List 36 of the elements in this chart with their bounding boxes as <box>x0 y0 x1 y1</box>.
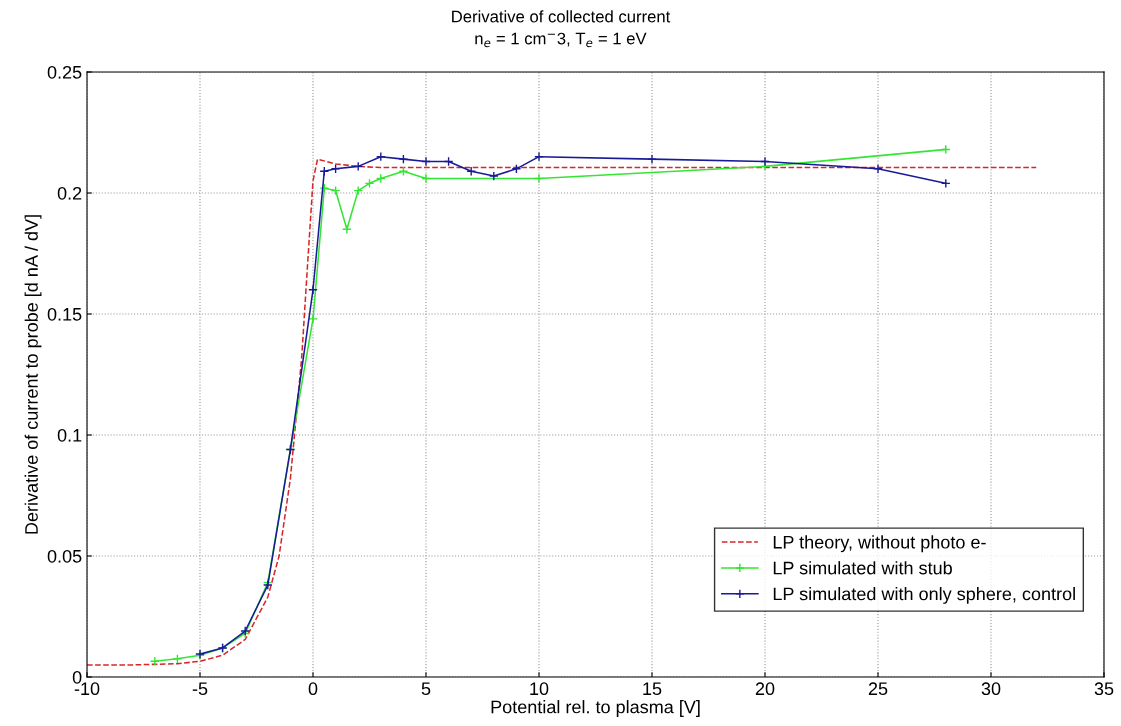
x-tick-label: 25 <box>868 682 888 696</box>
y-tick-label: 0.1 <box>57 428 82 442</box>
legend-label: LP simulated with only sphere, control <box>773 587 1075 604</box>
legend-label: LP simulated with stub <box>773 561 952 575</box>
chart-subtitle: n$_{e}$ = 1 cm$^{−}$3, T$_{e}$ = 1 eV <box>475 32 647 48</box>
x-axis-title: Potential rel. to plasma [V] <box>491 700 700 717</box>
y-axis-title: Derivative of current to probe [d nA / dV] <box>24 215 42 534</box>
y-tick-label: 0 <box>72 670 82 684</box>
y-tick-label: 0.2 <box>57 186 82 200</box>
chart-title: Derivative of collected current <box>452 10 671 23</box>
x-tick-label: 5 <box>421 682 431 696</box>
point <box>342 224 352 235</box>
point <box>873 163 883 174</box>
point <box>421 173 431 184</box>
point <box>308 284 318 295</box>
x-tick-label: 20 <box>755 682 775 696</box>
x-tick-label: -10 <box>74 682 100 696</box>
point <box>421 156 431 167</box>
point <box>488 171 499 181</box>
x-tick-label: 35 <box>1094 682 1114 696</box>
x-tick-label: -5 <box>192 682 208 696</box>
y-tick-label: 0.05 <box>47 549 82 563</box>
legend-label: LP theory, without photo e- <box>773 535 986 553</box>
point <box>760 156 770 167</box>
y-tick-label: 0.25 <box>47 65 82 79</box>
x-tick-label: 30 <box>981 682 1001 696</box>
y-tick-label: 0.15 <box>47 307 82 321</box>
point <box>534 151 544 162</box>
x-tick-label: 15 <box>643 682 662 696</box>
point <box>172 653 183 664</box>
point <box>398 154 409 164</box>
x-tick-label: 0 <box>308 682 318 696</box>
point <box>647 154 657 164</box>
x-tick-label: 10 <box>530 682 549 696</box>
point <box>308 313 318 324</box>
point <box>534 173 544 184</box>
